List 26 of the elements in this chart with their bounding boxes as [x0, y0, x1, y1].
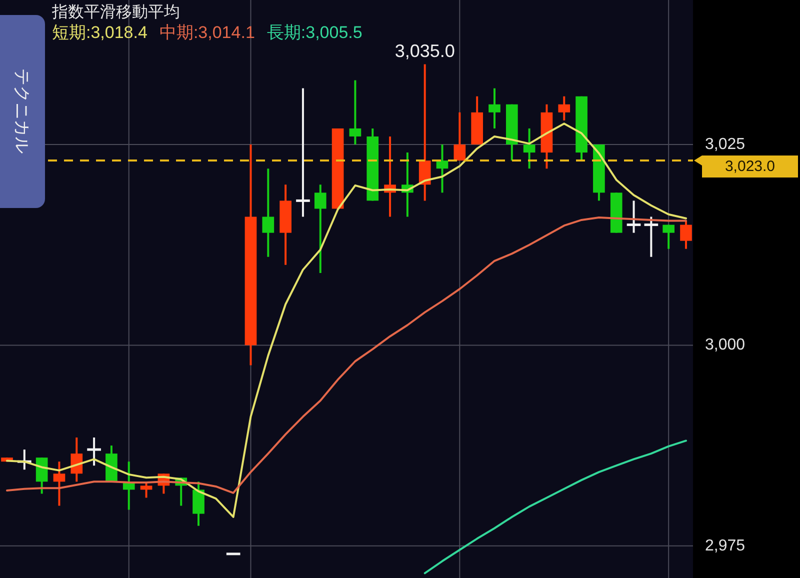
candlestick: [523, 127, 536, 170]
candlestick: [488, 87, 500, 130]
y-tick-label: 3,025: [705, 136, 746, 153]
candlestick: [262, 168, 274, 258]
candlestick: [454, 111, 466, 162]
candlestick: [349, 79, 362, 146]
candlestick: [140, 480, 152, 499]
y-tick-label: 3,000: [705, 336, 746, 354]
y-tick-label: 2,975: [705, 537, 746, 554]
line-series: [6, 122, 687, 518]
legend-item: 短期:3,018.4: [52, 23, 148, 42]
candlestick: [558, 95, 570, 122]
annotation: テクニカル: [12, 68, 32, 154]
text: 3,023.0: [724, 158, 776, 176]
candlestick: [662, 224, 675, 250]
candlestick: [314, 184, 326, 274]
candlestick: [436, 144, 448, 194]
candlestick: [53, 460, 66, 507]
legend-item: 中期:3,014.1: [159, 23, 255, 42]
legend-item: 長期:3,005.5: [266, 23, 362, 42]
line-series: [424, 440, 687, 574]
annotation: 3,035.0: [394, 41, 455, 62]
candlestick: [70, 436, 83, 483]
line-series: [6, 216, 687, 494]
chart-title: 指数平滑移動平均: [51, 3, 180, 21]
candlestick: [680, 220, 692, 250]
